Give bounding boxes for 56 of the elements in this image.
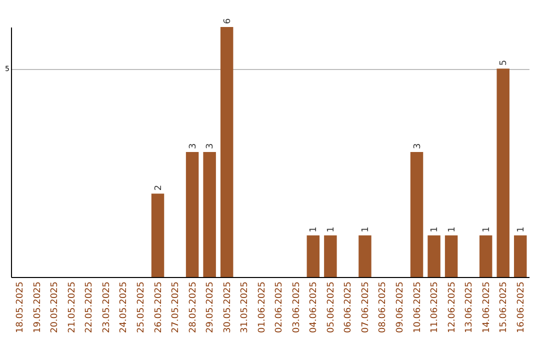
data-label: 1 [430,226,440,232]
bar [324,235,337,277]
bar [428,235,440,277]
bar [203,152,216,277]
x-tick-label: 10.06.2025 [412,282,423,334]
bar [479,235,492,277]
data-label: 3 [188,143,198,149]
x-tick-label: 06.06.2025 [344,282,354,334]
x-tick-label: 12.06.2025 [447,282,458,334]
x-tick-label: 04.06.2025 [309,282,320,334]
x-tick-label: 03.06.2025 [292,282,302,334]
x-tick-label: 29.05.2025 [206,282,216,334]
bar [358,235,372,277]
bar [410,152,424,277]
data-label: 3 [206,143,216,149]
bar [306,235,320,277]
data-label: 1 [447,226,458,232]
x-tick-label: 23.05.2025 [102,282,112,334]
x-tick-label: 02.06.2025 [274,282,285,334]
bar [496,68,510,277]
x-tick-label: 13.06.2025 [464,282,475,334]
x-tick-label: 31.05.2025 [240,282,250,334]
data-label: 3 [412,143,423,149]
x-tick-label: 24.05.2025 [119,282,130,334]
x-tick-label: 18.05.2025 [16,282,26,334]
data-label: 1 [482,226,492,232]
x-tick-label: 26.05.2025 [154,282,164,334]
x-tick-label: 11.06.2025 [430,282,440,334]
x-tick-label: 14.06.2025 [482,282,492,334]
bar [444,235,458,277]
x-tick-label: 20.05.2025 [50,282,60,334]
bar [514,235,527,277]
bar [186,152,199,277]
x-tick-label: 08.06.2025 [378,282,388,334]
x-tick-label: 30.05.2025 [222,282,233,334]
x-tick-label: 28.05.2025 [188,282,198,334]
bar [220,27,234,277]
x-tick-label: 22.05.2025 [84,282,95,334]
data-label: 1 [360,226,371,232]
x-tick-label: 25.05.2025 [136,282,146,334]
data-label: 2 [154,184,164,191]
x-tick-label: 15.06.2025 [499,282,510,334]
data-label: 6 [222,18,233,24]
x-tick-label: 01.06.2025 [257,282,268,334]
x-tick-label: 05.06.2025 [326,282,336,334]
x-tick-label: 21.05.2025 [67,282,78,334]
x-tick-label: 27.05.2025 [171,282,182,334]
x-tick-label: 07.06.2025 [360,282,371,334]
bar [151,194,164,277]
x-tick-label: 16.06.2025 [516,282,526,334]
data-label: 1 [326,226,336,232]
data-label: 1 [309,226,320,232]
data-label: 1 [516,226,526,232]
data-label: 5 [499,60,510,66]
x-tick-label: 09.06.2025 [396,282,406,334]
x-tick-label: 19.05.2025 [32,282,43,334]
